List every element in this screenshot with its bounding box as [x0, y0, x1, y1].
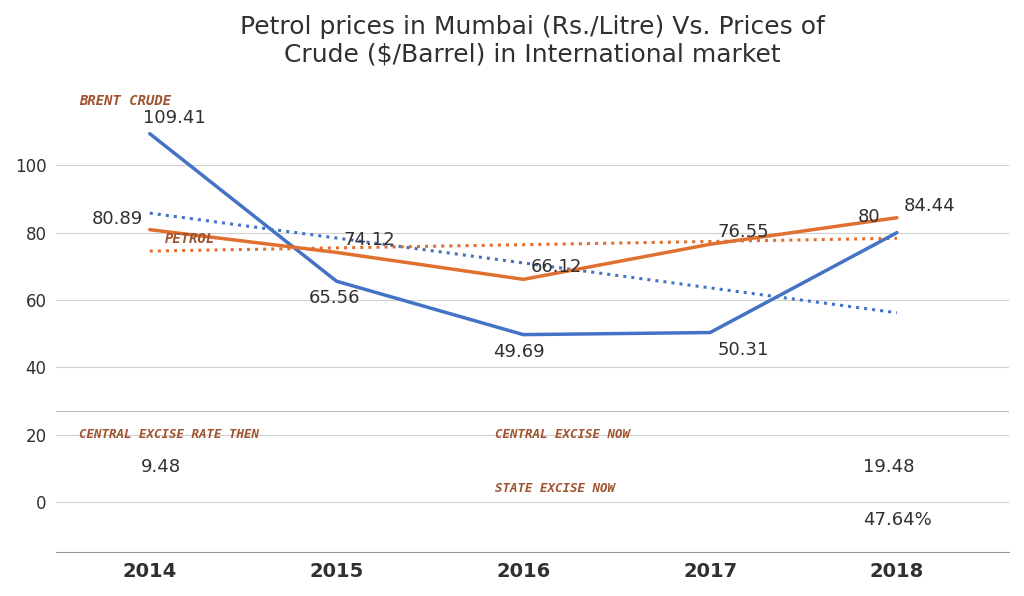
Text: 84.44: 84.44	[904, 197, 955, 215]
Text: 47.64%: 47.64%	[863, 511, 932, 529]
Text: 66.12: 66.12	[530, 259, 582, 277]
Text: 50.31: 50.31	[717, 341, 768, 359]
Text: CENTRAL EXCISE RATE THEN: CENTRAL EXCISE RATE THEN	[79, 428, 259, 441]
Title: Petrol prices in Mumbai (Rs./Litre) Vs. Prices of
Crude ($/Barrel) in Internatio: Petrol prices in Mumbai (Rs./Litre) Vs. …	[241, 15, 825, 67]
Text: BRENT CRUDE: BRENT CRUDE	[79, 94, 171, 108]
Text: 49.69: 49.69	[493, 343, 545, 361]
Text: 9.48: 9.48	[140, 458, 180, 476]
Text: 109.41: 109.41	[142, 108, 206, 126]
Text: 80: 80	[858, 207, 881, 225]
Text: 74.12: 74.12	[343, 231, 395, 250]
Text: CENTRAL EXCISE NOW: CENTRAL EXCISE NOW	[496, 428, 631, 441]
Text: STATE EXCISE NOW: STATE EXCISE NOW	[496, 482, 615, 495]
Text: 76.55: 76.55	[717, 224, 769, 241]
Text: 19.48: 19.48	[863, 458, 914, 476]
Text: PETROL: PETROL	[165, 232, 215, 246]
Text: 80.89: 80.89	[91, 210, 142, 228]
Text: 65.56: 65.56	[309, 290, 360, 308]
